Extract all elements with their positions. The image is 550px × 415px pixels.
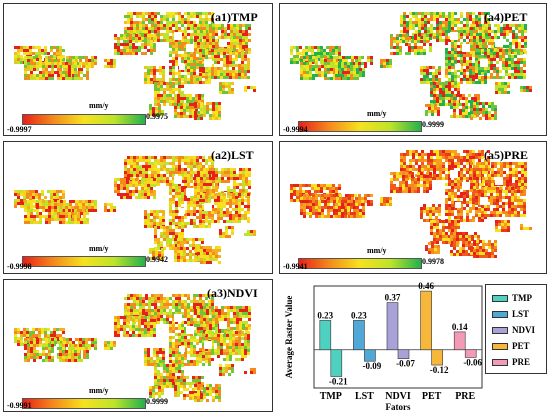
- y-axis-label: Average Raster Value: [284, 296, 294, 379]
- plot-frame: [313, 285, 483, 389]
- colorbar-max: 0.9978: [422, 257, 444, 266]
- bar-label-negative: -0.06: [463, 357, 482, 367]
- x-tick-label: TMP: [320, 391, 342, 402]
- colorbar: [298, 258, 422, 269]
- bar-label-positive: 0.23: [351, 310, 367, 320]
- legend-label: PRE: [512, 357, 530, 367]
- bar-positive-pet: [420, 290, 432, 351]
- legend-swatch: [492, 342, 508, 350]
- units-label: mm/y: [89, 386, 109, 395]
- panel-title: (a3)NDVI: [207, 286, 258, 300]
- bar-negative-pre: [464, 349, 477, 358]
- panel-pet: (a4)PET mm/y -0.9994 0.9999: [279, 3, 547, 136]
- bar-positive-pre: [453, 331, 466, 351]
- map-ndvi: [14, 294, 256, 402]
- units-label: mm/y: [89, 244, 109, 253]
- x-tick-label: NDVI: [385, 391, 411, 402]
- panel-title: (a1)TMP: [211, 10, 258, 24]
- colorbar: [22, 256, 146, 267]
- units-label: mm/y: [89, 101, 109, 110]
- bar-label-negative: -0.12: [430, 365, 449, 375]
- chart-legend: TMP LST NDVI PET PRE: [485, 284, 547, 374]
- legend-item-pre: PRE: [492, 357, 530, 367]
- colorbar-min: -0.9941: [283, 262, 308, 271]
- colorbar: [22, 114, 146, 125]
- legend-item-lst: LST: [492, 309, 529, 319]
- legend-swatch: [492, 358, 508, 366]
- colorbar-max: 0.9942: [146, 255, 168, 264]
- legend-item-pet: PET: [492, 341, 530, 351]
- legend-swatch: [492, 294, 508, 302]
- bar-negative-ndvi: [397, 349, 410, 359]
- panel-lst: (a2)LST mm/y -0.9998 0.9942: [3, 141, 273, 274]
- map-tmp: [14, 12, 256, 120]
- bar-label-negative: -0.07: [396, 359, 415, 369]
- x-tick-label: LST: [355, 391, 374, 402]
- legend-item-tmp: TMP: [492, 293, 532, 303]
- map-pre: [290, 150, 532, 258]
- legend-swatch: [492, 326, 508, 334]
- bar-negative-lst: [364, 349, 376, 362]
- panel-tmp: (a1)TMP mm/y -0.9997 0.9975: [3, 3, 273, 136]
- panel-title: (a4)PET: [484, 10, 528, 24]
- colorbar-min: -0.9998: [7, 262, 32, 271]
- panel-ndvi: (a3)NDVI mm/y -0.9991 0.9999: [3, 279, 273, 412]
- map-lst: [14, 156, 256, 264]
- bar-negative-tmp: [330, 349, 343, 377]
- colorbar-min: -0.9994: [283, 125, 308, 134]
- x-axis-label: Fators: [386, 402, 411, 412]
- legend-label: NDVI: [512, 325, 536, 335]
- legend-label: TMP: [512, 293, 532, 303]
- x-tick-label: PET: [422, 391, 442, 402]
- bar-positive-ndvi: [386, 302, 399, 351]
- panel-pre: (a5)PRE mm/y -0.9941 0.9978: [279, 141, 547, 274]
- colorbar-min: -0.9997: [7, 125, 32, 134]
- bar-label-positive: 0.23: [317, 310, 333, 320]
- colorbar: [298, 121, 422, 132]
- colorbar-max: 0.9999: [422, 120, 444, 129]
- bar-label-positive: 0.46: [418, 281, 434, 291]
- legend-label: LST: [512, 309, 530, 319]
- bar-positive-lst: [353, 320, 365, 351]
- units-label: mm/y: [367, 109, 387, 118]
- bar-chart: 0.23 -0.21 TMP 0.23 -0.09 LST 0.37 -0.07 NDVI 0.4…: [284, 281, 483, 412]
- bar-label-positive: 0.37: [385, 293, 401, 303]
- colorbar-min: -0.9991: [7, 401, 32, 410]
- legend-label: PET: [512, 341, 530, 351]
- colorbar-max: 0.9975: [146, 112, 168, 121]
- bar-label-positive: 0.14: [452, 322, 468, 332]
- colorbar-max: 0.9999: [146, 397, 168, 406]
- legend-item-ndvi: NDVI: [492, 325, 535, 335]
- bar-label-negative: -0.21: [329, 377, 348, 387]
- map-pet: [290, 12, 532, 120]
- panel-title: (a5)PRE: [484, 148, 528, 162]
- bar-negative-pet: [431, 349, 443, 366]
- colorbar: [22, 398, 146, 409]
- units-label: mm/y: [367, 246, 387, 255]
- bar-positive-tmp: [319, 320, 332, 351]
- legend-swatch: [492, 310, 508, 318]
- x-tick-label: PRE: [455, 391, 475, 402]
- panel-title: (a2)LST: [211, 148, 254, 162]
- bar-label-negative: -0.09: [363, 361, 382, 371]
